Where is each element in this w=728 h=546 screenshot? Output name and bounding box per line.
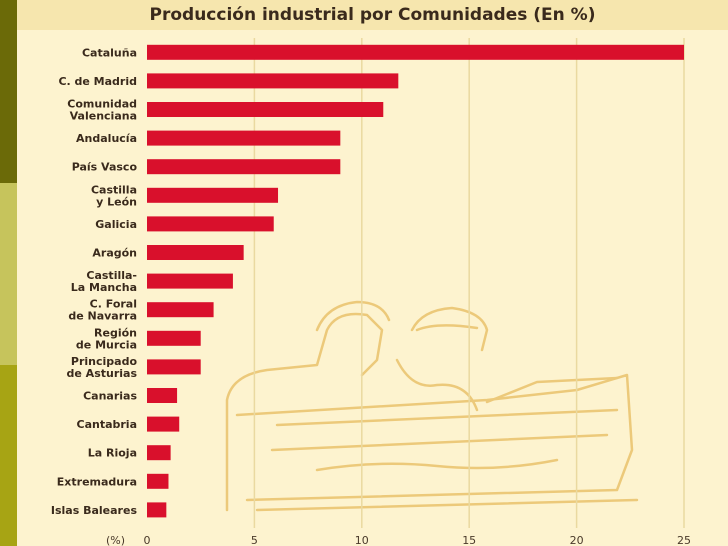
category-label-line: C. de Madrid xyxy=(58,75,137,88)
category-label-line: de Navarra xyxy=(68,310,137,323)
bar xyxy=(147,130,341,146)
bar xyxy=(147,502,167,518)
category-label: Canarias xyxy=(83,390,137,403)
bars xyxy=(147,44,684,518)
x-tick-label: 15 xyxy=(462,534,476,546)
x-axis-unit-label: (%) xyxy=(106,534,125,546)
category-label: País Vasco xyxy=(72,161,138,174)
category-label: Comunidad Valenciana xyxy=(67,98,137,123)
category-label: Castilla y León xyxy=(91,183,137,208)
category-label: Principado de Asturias xyxy=(67,355,138,380)
bar xyxy=(147,44,684,60)
category-label: Islas Baleares xyxy=(51,504,138,517)
bar xyxy=(147,102,384,117)
bar xyxy=(147,330,201,346)
bar-chart: Cataluña C. de Madrid Comunidad Valenciana A… xyxy=(51,38,691,546)
category-label-line: Comunidad xyxy=(67,98,137,111)
x-tick-label: 10 xyxy=(355,534,369,546)
category-label: La Rioja xyxy=(88,447,137,460)
category-label-line: y León xyxy=(96,195,137,208)
left-decorative-strip xyxy=(0,0,17,546)
x-tick-label: 25 xyxy=(677,534,691,546)
category-label-line: País Vasco xyxy=(72,161,138,174)
category-label-line: Cantabria xyxy=(77,418,138,431)
category-label-line: Andalucía xyxy=(76,132,137,145)
category-label-line: de Asturias xyxy=(67,367,138,380)
strip-segment-bright xyxy=(0,365,17,546)
category-label-line: Cataluña xyxy=(82,46,137,59)
category-label: Castilla-La Mancha xyxy=(71,269,137,294)
category-label-line: de Murcia xyxy=(76,338,137,351)
x-tick-label: 20 xyxy=(570,534,584,546)
category-label-line: Región xyxy=(94,326,137,339)
category-label-line: Valenciana xyxy=(70,110,137,123)
category-label-line: La Mancha xyxy=(71,281,137,294)
category-label-line: Aragón xyxy=(92,247,137,260)
bar xyxy=(147,216,274,232)
category-label-line: Galicia xyxy=(95,218,137,231)
category-label: Andalucía xyxy=(76,132,137,145)
category-label-line: Principado xyxy=(71,355,138,368)
category-label: Región de Murcia xyxy=(76,326,137,351)
bar xyxy=(147,445,171,461)
category-label-line: La Rioja xyxy=(88,447,137,460)
bar xyxy=(147,388,178,403)
category-label-line: Castilla xyxy=(91,183,137,196)
bar xyxy=(147,302,214,318)
bar xyxy=(147,473,169,489)
category-label: Galicia xyxy=(95,218,137,231)
background-illustration xyxy=(225,300,639,512)
category-label-line: Castilla- xyxy=(86,269,137,282)
bar xyxy=(147,359,201,375)
category-label: Aragón xyxy=(92,247,137,260)
bar xyxy=(147,73,399,89)
category-label: Extremadura xyxy=(57,475,137,488)
vertical-gridlines xyxy=(253,38,685,528)
bar xyxy=(147,273,233,289)
category-labels: Cataluña C. de Madrid Comunidad Valenciana A… xyxy=(51,46,138,517)
bar xyxy=(147,187,279,203)
category-label-line: Canarias xyxy=(83,390,137,403)
x-axis-ticks: (%) 0 5 10 15 20 25 xyxy=(106,534,691,546)
bar xyxy=(147,159,341,175)
category-label-line: C. Foral xyxy=(90,298,137,311)
x-tick-label: 5 xyxy=(251,534,258,546)
strip-segment-light xyxy=(0,183,17,365)
category-label: C. de Madrid xyxy=(58,75,137,88)
bar xyxy=(147,416,180,432)
category-label-line: Islas Baleares xyxy=(51,504,138,517)
category-label: Cataluña xyxy=(82,46,137,59)
category-label-line: Extremadura xyxy=(57,475,137,488)
category-label: C. Foral de Navarra xyxy=(68,298,137,323)
x-tick-label: 0 xyxy=(144,534,151,546)
category-label: Cantabria xyxy=(77,418,138,431)
strip-segment-dark xyxy=(0,0,17,183)
chart-title: Producción industrial por Comunidades (E… xyxy=(17,0,728,30)
bar xyxy=(147,245,244,260)
